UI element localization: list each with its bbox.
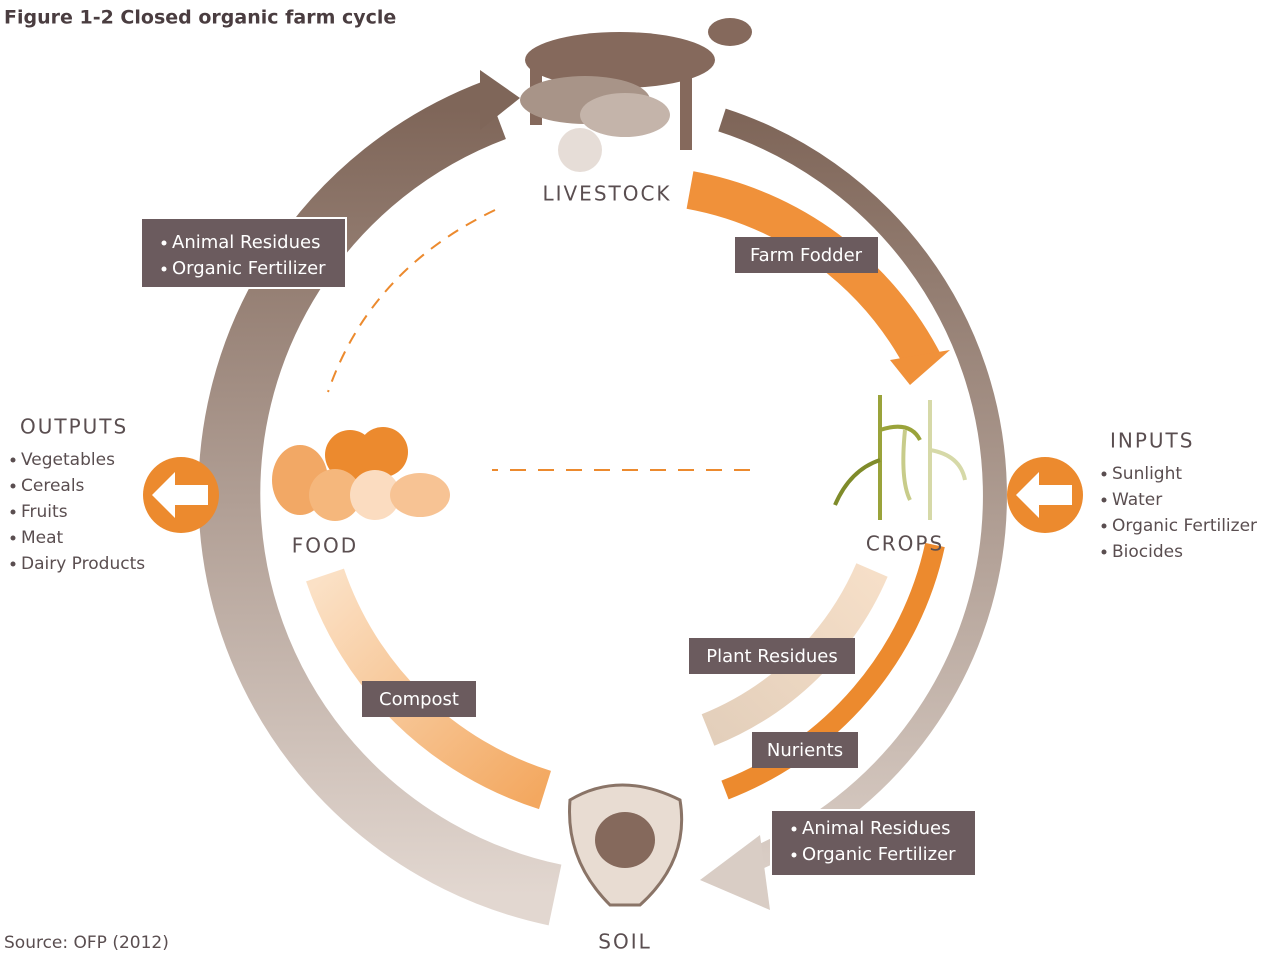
outputs-icon xyxy=(143,457,219,533)
bullet xyxy=(792,827,797,832)
inputs-title: INPUTS xyxy=(1110,429,1194,453)
node-label: CROPS xyxy=(866,532,944,556)
diagram: Figure 1-2 Closed organic farm cycle xyxy=(0,0,1288,954)
arrow-head xyxy=(480,70,520,130)
food-icon xyxy=(272,427,450,521)
bullet xyxy=(162,267,167,272)
livestock-icon xyxy=(520,18,752,172)
list-item: Meat xyxy=(21,528,64,548)
box-item: Animal Residues xyxy=(802,818,950,839)
list-item: Biocides xyxy=(1112,542,1183,562)
flow-label: Plant Residues xyxy=(706,646,838,667)
crops-icon xyxy=(835,395,965,520)
node-label: SOIL xyxy=(598,930,651,954)
bullet xyxy=(11,458,16,463)
bullet xyxy=(11,562,16,567)
arrow-head xyxy=(700,835,770,910)
list-item: Dairy Products xyxy=(21,554,145,574)
bullet xyxy=(11,510,16,515)
list-item: Vegetables xyxy=(21,450,115,470)
flow-label: Farm Fodder xyxy=(750,245,863,266)
list-item: Sunlight xyxy=(1112,464,1182,484)
list-item: Organic Fertilizer xyxy=(1112,516,1257,536)
box-item: Animal Residues xyxy=(172,232,320,253)
bullet xyxy=(11,484,16,489)
bullet xyxy=(1102,498,1107,503)
inputs-icon xyxy=(1007,457,1083,533)
list-item: Fruits xyxy=(21,502,68,522)
bullet xyxy=(1102,472,1107,477)
bullet xyxy=(1102,550,1107,555)
bullet xyxy=(162,241,167,246)
outputs-title: OUTPUTS xyxy=(20,415,128,439)
title: Figure 1-2 Closed organic farm cycle xyxy=(4,7,396,29)
flow-label: Nurients xyxy=(767,740,843,761)
soil-icon xyxy=(570,785,682,905)
source: Source: OFP (2012) xyxy=(4,933,169,953)
flow-label: Compost xyxy=(379,689,459,710)
bullet xyxy=(792,853,797,858)
list-item: Water xyxy=(1112,490,1162,510)
box-item: Organic Fertilizer xyxy=(172,258,326,279)
node-label: LIVESTOCK xyxy=(542,182,671,206)
node-label: FOOD xyxy=(292,534,358,558)
box-item: Organic Fertilizer xyxy=(802,844,956,865)
bullet xyxy=(1102,524,1107,529)
list-item: Cereals xyxy=(21,476,85,496)
bullet xyxy=(11,536,16,541)
